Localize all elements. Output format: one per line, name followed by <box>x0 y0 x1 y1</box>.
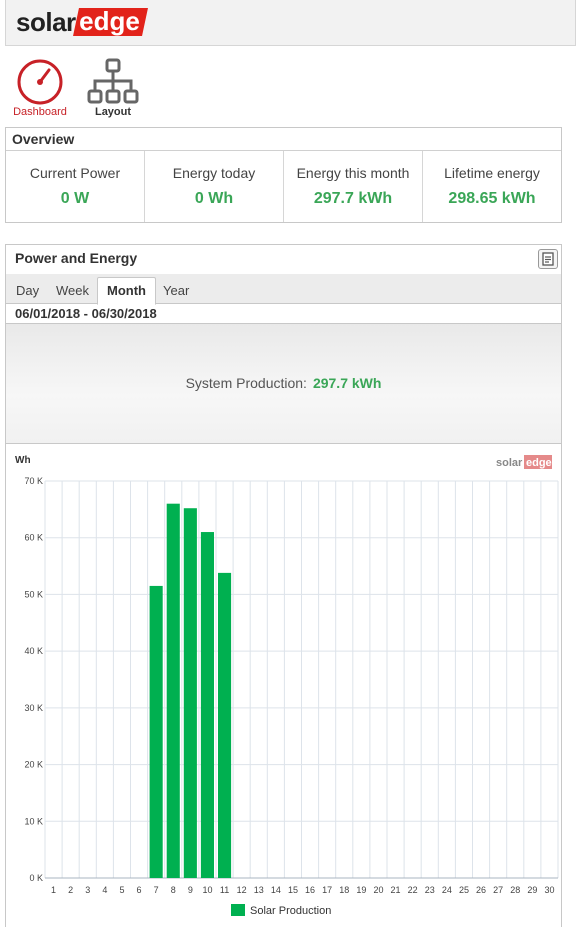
top-bar: solar edge <box>5 0 576 46</box>
x-tick-label: 30 <box>544 885 554 895</box>
metric-label: Energy this month <box>296 165 410 181</box>
metric-label: Current Power <box>29 165 121 181</box>
x-tick-label: 21 <box>391 885 401 895</box>
tab-month[interactable]: Month <box>97 277 156 305</box>
overview-metrics: Current Power 0 W Energy today 0 Wh Ener… <box>6 151 561 222</box>
x-tick-label: 24 <box>442 885 452 895</box>
overview-panel: Overview Current Power 0 W Energy today … <box>5 127 562 223</box>
power-energy-panel: Power and Energy Day Week Month Year 06/… <box>5 244 562 927</box>
x-tick-label: 14 <box>271 885 281 895</box>
x-tick-label: 25 <box>459 885 469 895</box>
bar-day-8 <box>166 503 180 878</box>
x-tick-label: 17 <box>322 885 332 895</box>
solaredge-logo[interactable]: solar edge <box>16 6 148 37</box>
period-tabs: Day Week Month Year <box>6 274 561 305</box>
bar-day-7 <box>149 585 163 878</box>
x-tick-label: 10 <box>202 885 212 895</box>
y-tick-label: 70 K <box>24 476 43 486</box>
metric-value: 298.65 kWh <box>448 190 536 207</box>
nav-layout[interactable]: Layout <box>82 56 144 122</box>
nav-dashboard[interactable]: Dashboard <box>9 56 71 122</box>
x-tick-label: 22 <box>408 885 418 895</box>
metric-value: 0 Wh <box>194 190 234 207</box>
logo-edge-text: edge <box>78 6 140 36</box>
metric-energy-today: Energy today 0 Wh <box>145 151 284 222</box>
bar-day-9 <box>183 508 197 878</box>
x-tick-label: 6 <box>137 885 142 895</box>
x-tick-label: 12 <box>237 885 247 895</box>
metric-energy-month: Energy this month 297.7 kWh <box>284 151 423 222</box>
power-energy-title: Power and Energy <box>15 250 138 266</box>
watermark-edge: edge <box>526 457 552 469</box>
tab-week[interactable]: Week <box>56 283 89 298</box>
date-range: 06/01/2018 - 06/30/2018 <box>6 304 561 324</box>
export-button[interactable] <box>538 249 558 269</box>
system-production-label: System Production: <box>185 375 307 391</box>
metric-current-power: Current Power 0 W <box>6 151 145 222</box>
x-tick-label: 26 <box>476 885 486 895</box>
watermark-solar: solar <box>496 457 523 469</box>
x-tick-label: 13 <box>254 885 264 895</box>
x-tick-label: 28 <box>510 885 520 895</box>
y-tick-label: 50 K <box>24 589 43 599</box>
system-production-value: 297.7 kWh <box>312 375 382 391</box>
x-tick-label: 5 <box>119 885 124 895</box>
x-tick-label: 11 <box>220 885 229 895</box>
y-tick-label: 40 K <box>24 646 43 656</box>
x-tick-label: 9 <box>188 885 193 895</box>
x-tick-label: 19 <box>356 885 366 895</box>
watermark-edge-badge <box>524 455 552 469</box>
tab-day[interactable]: Day <box>16 283 40 298</box>
metric-label: Energy today <box>172 165 256 181</box>
y-axis-label: Wh <box>15 455 31 466</box>
nav-layout-label: Layout <box>94 106 132 118</box>
y-tick-label: 30 K <box>24 703 43 713</box>
export-icon <box>542 252 554 266</box>
x-tick-label: 27 <box>493 885 503 895</box>
metric-value: 297.7 kWh <box>313 190 393 207</box>
overview-title: Overview <box>6 128 561 151</box>
metric-lifetime-energy: Lifetime energy 298.65 kWh <box>423 151 561 222</box>
x-tick-label: 4 <box>102 885 107 895</box>
x-tick-label: 16 <box>305 885 315 895</box>
nav-dashboard-label: Dashboard <box>13 106 67 118</box>
metric-label: Lifetime energy <box>444 165 540 181</box>
y-tick-label: 20 K <box>24 760 43 770</box>
production-chart-svg: 0 K10 K20 K30 K40 K50 K60 K70 K1 2 3 4 5 6 7 8 9… <box>15 455 559 917</box>
sitemap-icon <box>87 58 139 104</box>
system-production: System Production: 297.7 kWh <box>6 324 561 444</box>
bar-day-10 <box>200 532 214 878</box>
x-tick-label: 3 <box>85 885 90 895</box>
metric-value: 0 W <box>60 190 90 207</box>
x-tick-label: 1 <box>51 885 56 895</box>
y-tick-label: 60 K <box>24 533 43 543</box>
logo-solar-text: solar <box>16 6 76 37</box>
x-tick-label: 23 <box>425 885 435 895</box>
x-tick-label: 7 <box>154 885 159 895</box>
legend-swatch <box>231 904 245 916</box>
x-tick-label: 18 <box>339 885 349 895</box>
x-tick-label: 29 <box>527 885 537 895</box>
speedometer-icon <box>17 59 63 105</box>
y-tick-label: 0 K <box>29 873 43 883</box>
y-tick-label: 10 K <box>24 816 43 826</box>
bar-day-11 <box>218 572 232 878</box>
x-tick-label: 20 <box>373 885 383 895</box>
legend-label: Solar Production <box>250 905 331 917</box>
x-tick-label: 2 <box>68 885 73 895</box>
logo-edge-badge: edge <box>72 6 148 36</box>
x-tick-label: 8 <box>171 885 176 895</box>
x-tick-label: 15 <box>288 885 298 895</box>
tab-year[interactable]: Year <box>163 283 190 298</box>
